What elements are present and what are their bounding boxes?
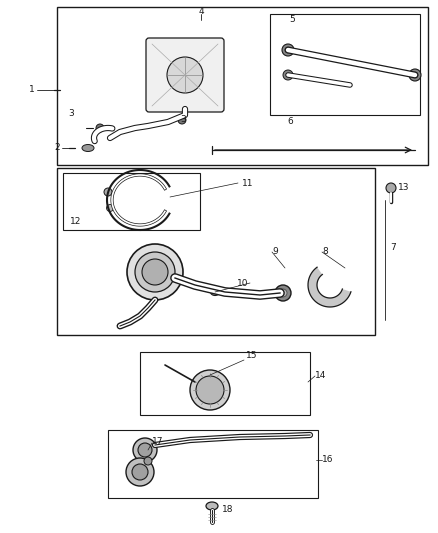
- Text: 9: 9: [272, 247, 278, 256]
- Text: 8: 8: [322, 247, 328, 256]
- Bar: [63, 173, 200, 230]
- Text: 18: 18: [222, 505, 233, 514]
- Bar: [57, 168, 375, 335]
- Circle shape: [282, 44, 294, 56]
- Bar: [108, 430, 318, 498]
- Circle shape: [133, 438, 157, 462]
- Text: 11: 11: [242, 179, 254, 188]
- Text: 13: 13: [398, 183, 410, 192]
- Text: 4: 4: [198, 7, 204, 17]
- Bar: [270, 14, 420, 115]
- Circle shape: [135, 252, 175, 292]
- Ellipse shape: [206, 502, 218, 510]
- Circle shape: [144, 457, 152, 465]
- Text: 10: 10: [237, 279, 248, 287]
- Circle shape: [409, 69, 421, 81]
- Circle shape: [104, 188, 112, 196]
- Circle shape: [106, 205, 113, 212]
- Circle shape: [275, 285, 291, 301]
- Text: 5: 5: [289, 15, 295, 25]
- Circle shape: [190, 370, 230, 410]
- Text: 7: 7: [390, 244, 396, 253]
- Text: 2: 2: [54, 143, 60, 152]
- Circle shape: [132, 464, 148, 480]
- Text: 17: 17: [152, 437, 163, 446]
- Text: 6: 6: [287, 117, 293, 126]
- Circle shape: [138, 443, 152, 457]
- Bar: [140, 352, 310, 415]
- Circle shape: [412, 72, 418, 78]
- Circle shape: [127, 244, 183, 300]
- Circle shape: [279, 289, 287, 297]
- Ellipse shape: [211, 288, 219, 295]
- Circle shape: [126, 458, 154, 486]
- Text: 14: 14: [315, 372, 326, 381]
- Circle shape: [96, 124, 104, 132]
- Text: 16: 16: [322, 456, 333, 464]
- Text: 15: 15: [246, 351, 258, 360]
- Circle shape: [285, 47, 291, 53]
- Ellipse shape: [82, 144, 94, 151]
- Circle shape: [142, 259, 168, 285]
- Circle shape: [178, 116, 186, 124]
- Circle shape: [196, 376, 224, 404]
- FancyBboxPatch shape: [146, 38, 224, 112]
- Text: 12: 12: [70, 217, 81, 227]
- Circle shape: [167, 57, 203, 93]
- Polygon shape: [308, 267, 351, 307]
- Text: 3: 3: [180, 116, 186, 125]
- Circle shape: [283, 70, 293, 80]
- Text: 1: 1: [29, 85, 35, 94]
- Text: 3: 3: [68, 109, 74, 117]
- Bar: [57, 7, 428, 165]
- Circle shape: [386, 183, 396, 193]
